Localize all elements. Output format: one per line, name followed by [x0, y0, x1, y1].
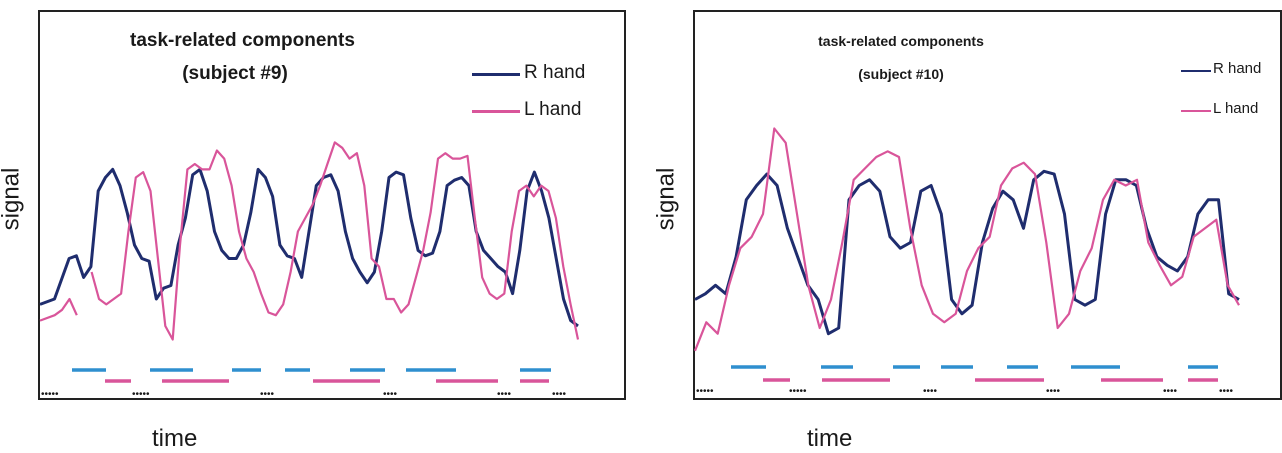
- plot-area: ••••• ••••• •••• •••• •••• ••••: [693, 127, 1240, 397]
- rest-marker-3: ••••: [1046, 386, 1061, 397]
- rest-marker-0: •••••: [41, 389, 59, 400]
- plot-frame: [693, 10, 1282, 400]
- rest-marker-0: •••••: [696, 386, 714, 397]
- series-line-l-hand: [39, 141, 580, 341]
- rest-marker-4: ••••: [497, 389, 512, 400]
- rest-marker-2: ••••: [260, 389, 275, 400]
- rest-marker-3: ••••: [383, 389, 398, 400]
- rest-marker-4: ••••: [1163, 386, 1178, 397]
- x-axis-label: time: [807, 425, 853, 452]
- y-axis-label: signal: [652, 167, 680, 231]
- legend-swatch-r-hand: [472, 73, 520, 76]
- chart-subtitle: (subject #10): [858, 66, 944, 82]
- rest-marker-5: ••••: [1219, 386, 1234, 397]
- x-axis-label: time: [152, 425, 198, 452]
- rest-marker-1: •••••: [132, 389, 150, 400]
- legend-swatch-l-hand: [1181, 110, 1211, 112]
- plot-area: ••••• ••••• •••• •••• •••• ••••: [39, 141, 580, 400]
- rest-marker-1: •••••: [789, 386, 807, 397]
- legend-swatch-l-hand: [472, 110, 520, 113]
- plot-frame: [38, 10, 626, 400]
- rest-marker-2: ••••: [923, 386, 938, 397]
- chart-subtitle: (subject #9): [182, 63, 288, 84]
- legend-label-l-hand: L hand: [524, 99, 582, 120]
- chart-title: task-related components: [818, 33, 984, 49]
- chart-panel-subject-10: ••••• ••••• •••• •••• •••• •••• task-related …: [641, 0, 1282, 452]
- series-line-r-hand: [694, 169, 1240, 336]
- series-line-l-hand: [693, 127, 1240, 352]
- chart-panel-subject-9: ••••• ••••• •••• •••• •••• •••• task-related …: [0, 0, 641, 452]
- series-line-r-hand: [39, 167, 579, 328]
- legend-label-r-hand: R hand: [524, 62, 586, 83]
- legend-label-r-hand: R hand: [1213, 60, 1262, 77]
- chart-title: task-related components: [130, 30, 355, 51]
- rest-marker-5: ••••: [552, 389, 567, 400]
- legend-label-l-hand: L hand: [1213, 100, 1259, 117]
- legend-swatch-r-hand: [1181, 70, 1211, 72]
- y-axis-label: signal: [0, 167, 25, 231]
